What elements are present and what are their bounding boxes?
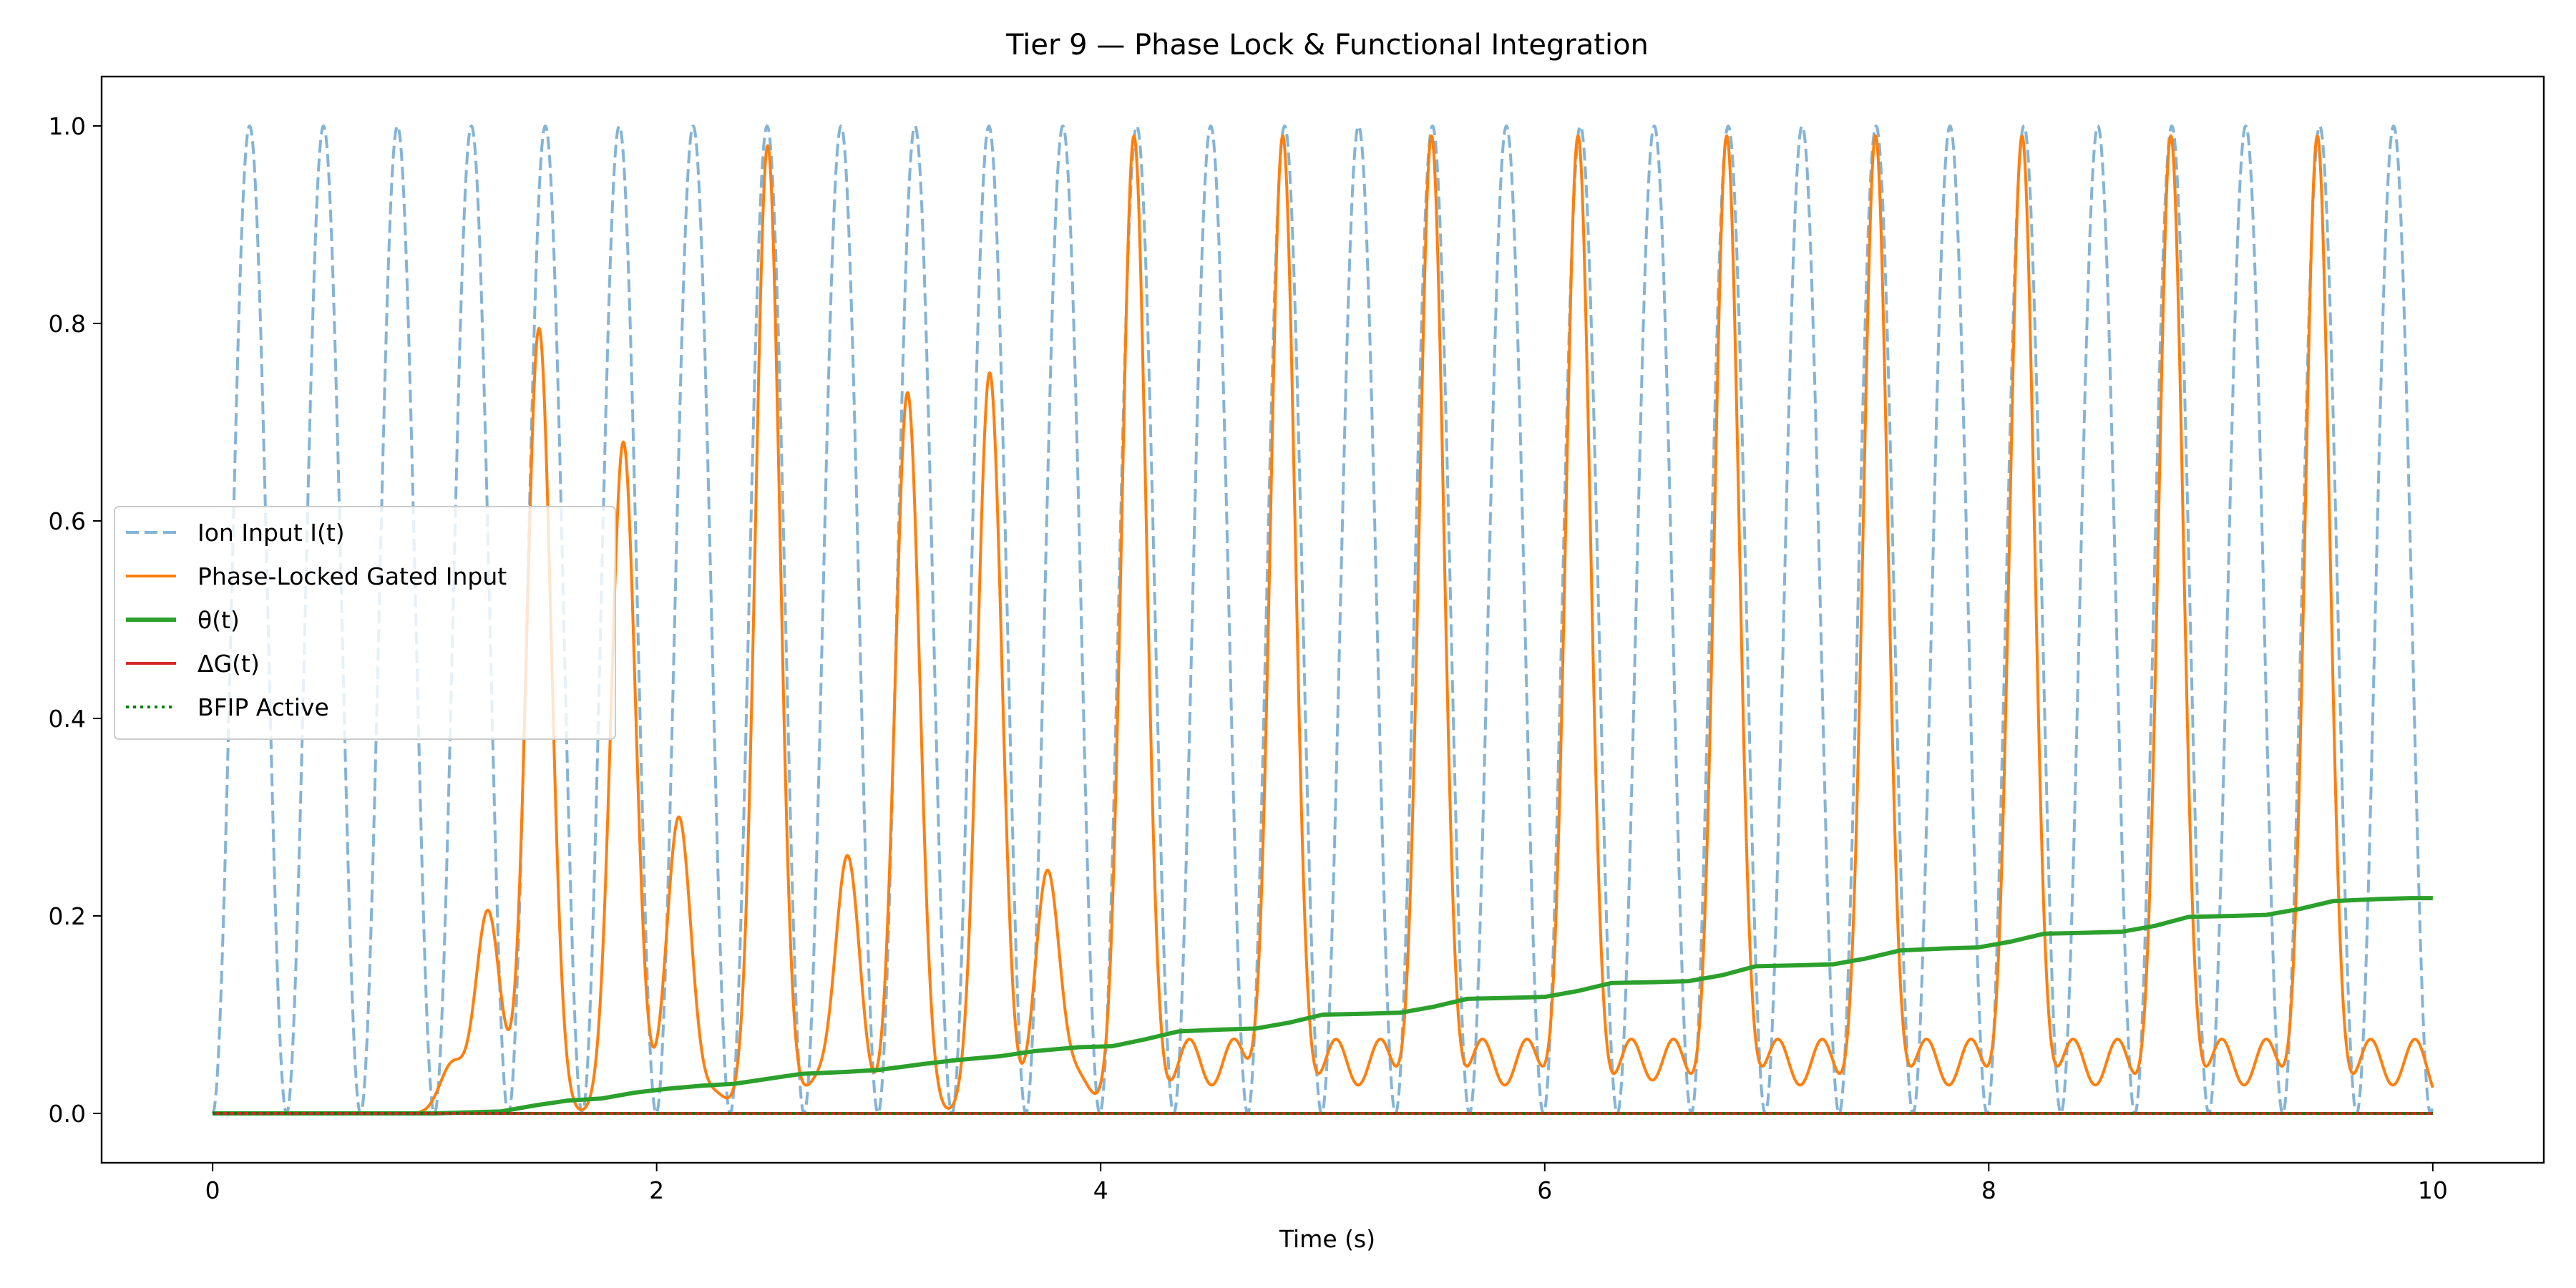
legend-box [114,506,616,740]
chart-title: Tier 9 — Phase Lock & Functional Integra… [1005,29,1649,62]
legend-label: θ(t) [197,606,240,634]
legend: Ion Input I(t) Phase-Locked Gated Input θ(… [114,506,616,740]
legend-label: BFIP Active [197,693,329,721]
x-tick-label: 6 [1537,1176,1552,1204]
plot-frame [100,75,2545,1164]
legend-label: Phase-Locked Gated Input [197,562,507,590]
y-tick-label: 0.4 [49,705,86,733]
x-tick-label: 4 [1093,1176,1108,1204]
y-tick-label: 0.8 [49,310,86,338]
y-tick-label: 1.0 [49,112,86,140]
y-axis-ticks: 0.0 0.2 0.4 0.6 0.8 1.0 [49,112,102,1128]
x-tick-label: 0 [205,1176,220,1204]
x-tick-label: 2 [649,1176,664,1204]
x-axis-label: Time (s) [1279,1225,1375,1253]
series-line-2 [213,896,2433,1116]
legend-label: Ion Input I(t) [197,519,345,547]
legend-label: ΔG(t) [197,650,260,678]
y-tick-label: 0.2 [49,902,86,930]
y-tick-label: 0.6 [49,507,86,535]
series-line-1 [211,134,2434,1115]
x-axis-ticks: 0 2 4 6 8 10 [205,1163,2448,1204]
x-tick-label: 8 [1981,1176,1996,1204]
y-tick-label: 0.0 [49,1100,86,1128]
series-layer [211,125,2434,1116]
x-tick-label: 10 [2418,1176,2448,1204]
